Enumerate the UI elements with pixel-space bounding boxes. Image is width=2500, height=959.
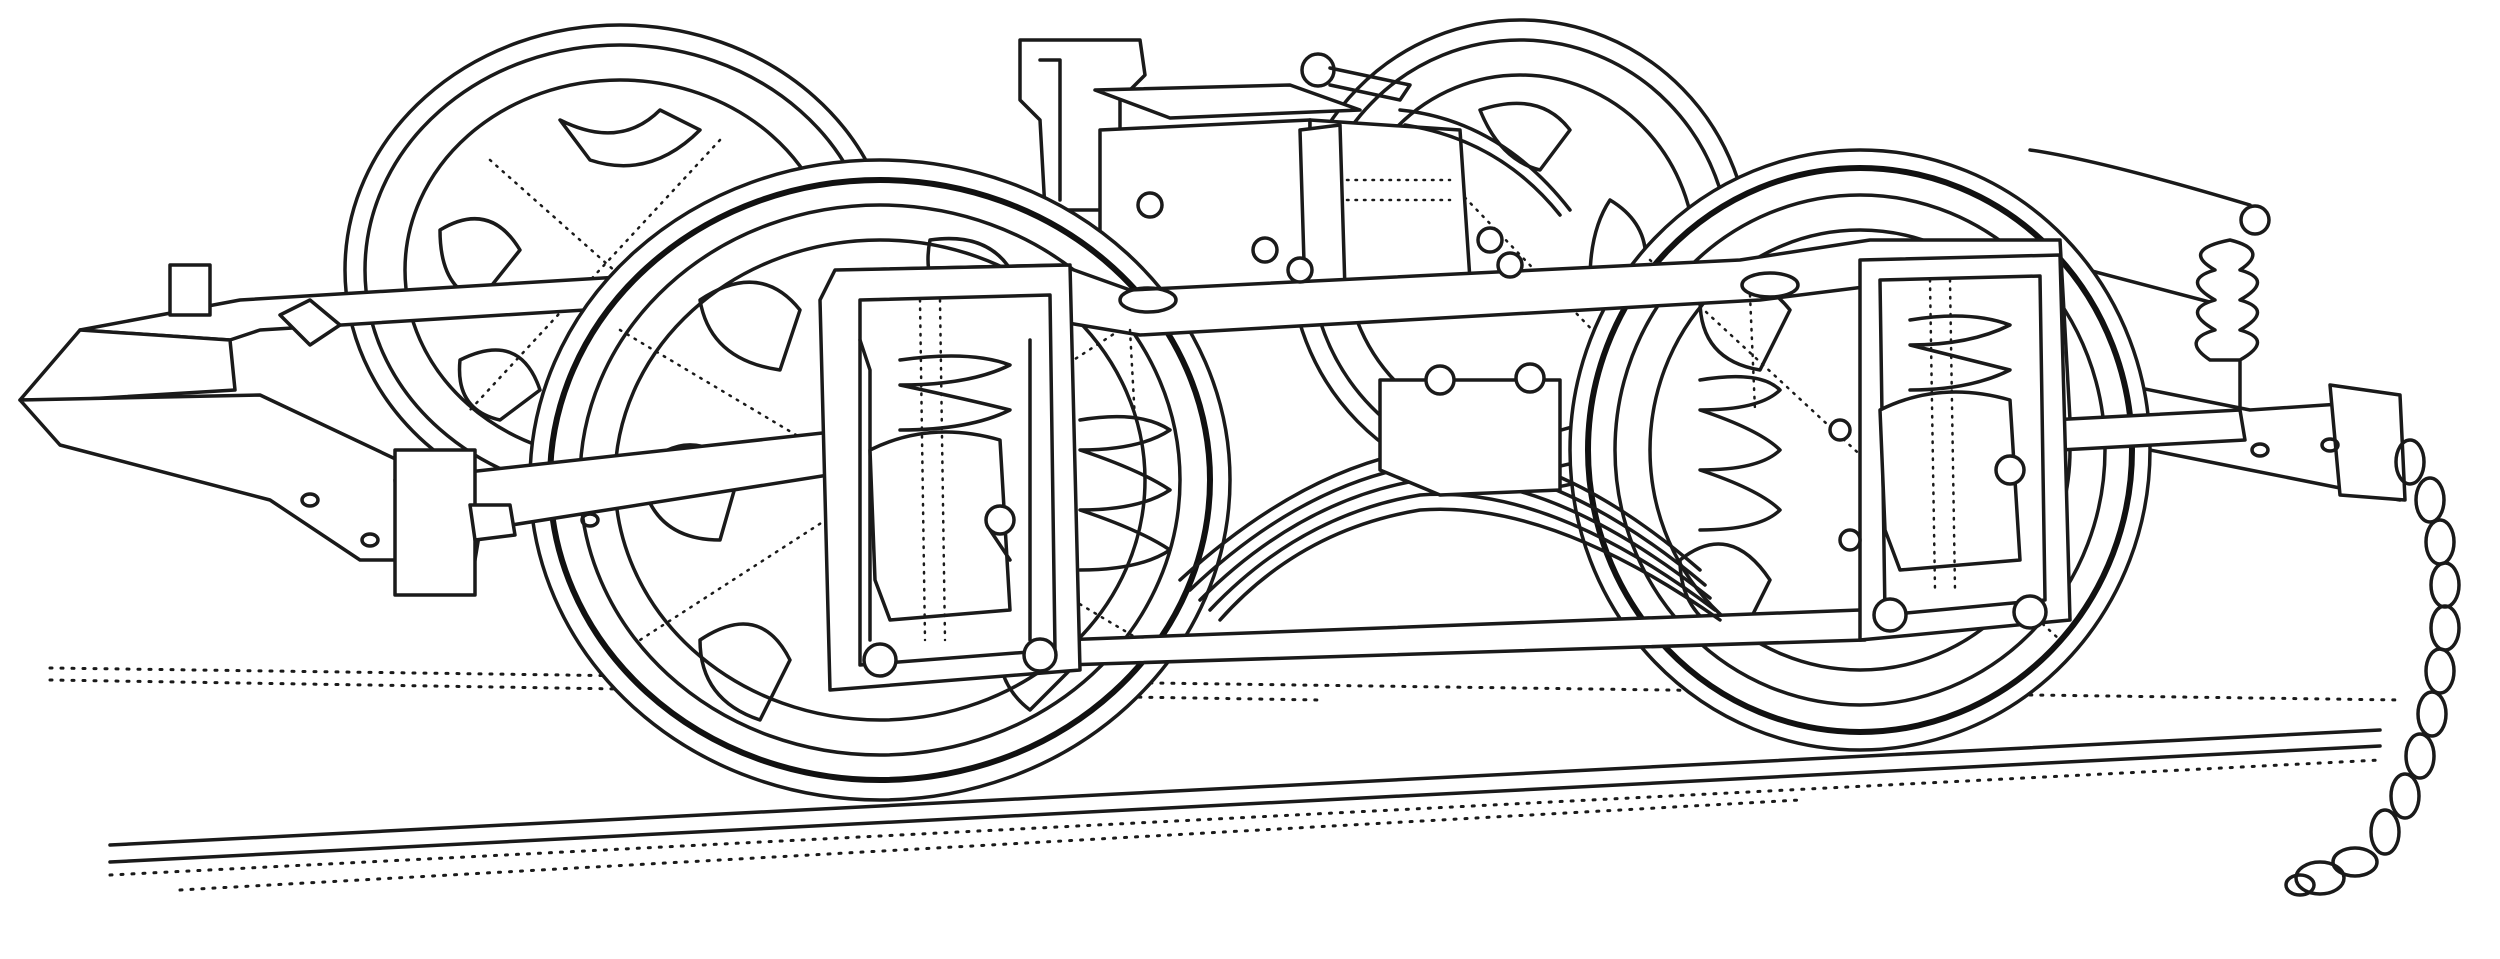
right-axlebox	[1858, 253, 2072, 642]
bolts	[1136, 191, 1862, 552]
hanger-springs	[1078, 374, 1782, 572]
center-leaf-spring	[1178, 362, 1722, 622]
left-axlebox	[818, 263, 1082, 692]
coupling-chain	[2284, 438, 2461, 897]
rails	[48, 666, 2402, 892]
front-side-frame	[393, 238, 2247, 667]
top-machinery	[1018, 38, 1572, 312]
